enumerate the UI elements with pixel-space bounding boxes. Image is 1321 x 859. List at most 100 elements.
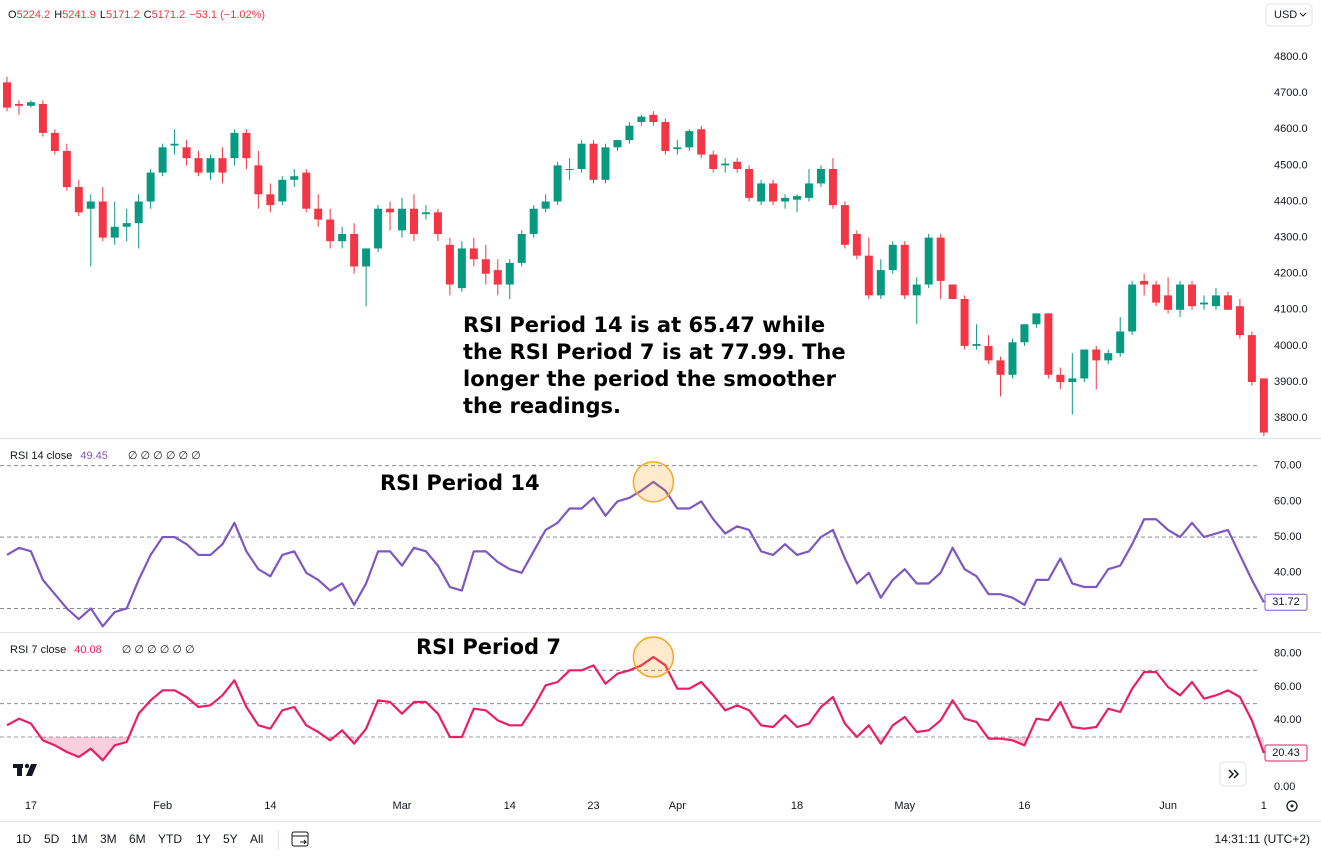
candle-body: [445, 244, 454, 285]
candle-body: [421, 212, 430, 215]
candle-body: [38, 103, 47, 133]
candle-body: [888, 244, 897, 271]
candle-body: [721, 163, 730, 166]
candle-body: [218, 158, 227, 173]
range-button[interactable]: 1Y: [196, 832, 211, 846]
ohlc-letter: O: [8, 9, 17, 21]
candle-body: [685, 131, 694, 148]
settings-button[interactable]: [1286, 800, 1298, 812]
last-value-box: [1264, 744, 1308, 762]
candle-body: [733, 161, 742, 169]
candle-body: [1116, 331, 1125, 354]
candle-body: [242, 132, 251, 159]
range-button[interactable]: 6M: [129, 832, 146, 846]
candle-body: [1164, 295, 1173, 310]
ohlc-letter: H: [54, 9, 62, 21]
candle-body: [840, 205, 849, 245]
candle-body: [326, 219, 335, 242]
candle-body: [230, 132, 239, 159]
annotation: RSI Period 14: [380, 471, 540, 495]
candle-body: [266, 194, 275, 206]
y-tick-label: 60.00: [1274, 495, 1302, 507]
candle-body: [565, 168, 574, 170]
candle-body: [409, 208, 418, 234]
indicator-icons: ∅ ∅ ∅ ∅ ∅ ∅: [128, 450, 201, 462]
candle-body: [98, 201, 107, 238]
candle-body: [1128, 284, 1137, 332]
candle-body: [900, 244, 909, 296]
x-tick-label: Jun: [1159, 800, 1177, 812]
candle-body: [194, 158, 203, 173]
candle-body: [1247, 335, 1256, 383]
candle-body: [1200, 302, 1208, 305]
range-button[interactable]: All: [250, 832, 263, 846]
candle-body: [122, 223, 131, 227]
candle-body: [26, 102, 35, 106]
candle-body: [828, 168, 837, 206]
candle-body: [1020, 324, 1029, 343]
currency-label[interactable]: USD: [1274, 9, 1297, 21]
candle-body: [1223, 295, 1232, 310]
candle-body: [924, 237, 933, 285]
x-tick-label: May: [894, 800, 915, 812]
ohlc-letter: L: [100, 9, 106, 21]
candle-body: [1008, 342, 1017, 375]
candle-body: [350, 233, 359, 267]
scroll-icon: [1228, 769, 1240, 779]
candle-body: [457, 248, 466, 289]
candle-body: [386, 208, 395, 213]
candle-body: [146, 172, 155, 202]
range-button[interactable]: 1D: [16, 832, 32, 846]
y-tick-label: 80.00: [1274, 648, 1302, 660]
candle-body: [505, 262, 514, 285]
range-button[interactable]: YTD: [158, 832, 182, 846]
candle-body: [469, 248, 478, 260]
last-value-label: 20.43: [1272, 747, 1300, 759]
candle-body: [553, 165, 562, 202]
candle-body: [362, 248, 371, 267]
candle-body: [433, 212, 442, 234]
candle-body: [1032, 313, 1041, 325]
candle-body: [3, 82, 11, 108]
candle-body: [649, 114, 658, 123]
y-tick-label: 3800.0: [1274, 412, 1308, 424]
candle-body: [1235, 306, 1244, 336]
candle-body: [158, 147, 167, 173]
candle-body: [110, 226, 119, 238]
candle-body: [864, 255, 873, 296]
x-tick-label: 14: [264, 800, 276, 812]
candle-body: [14, 103, 23, 106]
range-button[interactable]: 3M: [100, 832, 117, 846]
candle-body: [62, 150, 71, 188]
annotation-line: the RSI Period 7 is at 77.99. The: [463, 340, 846, 364]
y-tick-label: 4400.0: [1274, 195, 1308, 207]
currency-caret: [1299, 12, 1307, 17]
indicator-value: 49.45: [80, 450, 108, 462]
candle-body: [912, 284, 921, 296]
candle-body: [1140, 280, 1149, 285]
ohlc-value: 5241.9: [62, 9, 96, 21]
candle-body: [936, 237, 945, 281]
range-button[interactable]: 5Y: [223, 832, 238, 846]
candle-body: [517, 233, 526, 263]
candle-body: [972, 344, 981, 346]
y-tick-label: 0.00: [1274, 781, 1295, 793]
rsi-line: [6, 655, 1265, 762]
candle-body: [1068, 378, 1077, 383]
date-range-button[interactable]: [291, 831, 309, 847]
candle-body: [74, 187, 83, 213]
candle-body: [613, 140, 622, 148]
annotation-line: longer the period the smoother: [463, 367, 837, 391]
candle-body: [134, 201, 143, 224]
range-button[interactable]: 1M: [71, 832, 88, 846]
annotation-line: RSI Period 14 is at 65.47 while: [463, 313, 825, 337]
ohlc-value: 5171.2: [152, 9, 186, 21]
y-tick-label: 4800.0: [1274, 51, 1308, 63]
range-button[interactable]: 5D: [44, 832, 60, 846]
candle-body: [601, 147, 610, 180]
candle-body: [637, 116, 646, 123]
peak-highlight: [632, 461, 675, 503]
candle-body: [50, 132, 59, 151]
currency-button[interactable]: [1265, 3, 1313, 27]
